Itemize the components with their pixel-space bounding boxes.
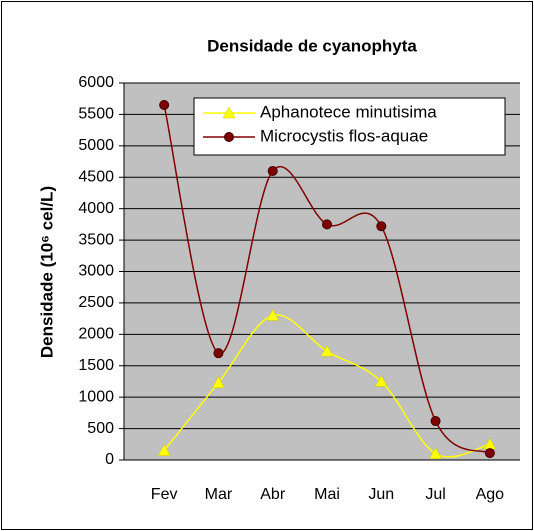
x-tick-label: Jun <box>368 486 394 503</box>
y-tick-label: 5500 <box>78 106 114 123</box>
data-point <box>322 219 332 230</box>
y-axis-label: Densidade (10⁶ cel/L) <box>37 186 56 358</box>
data-point <box>213 348 224 359</box>
x-tick-label: Ago <box>476 486 505 503</box>
x-tick-label: Jul <box>425 486 445 503</box>
y-tick-label: 3000 <box>78 263 114 280</box>
legend-marker <box>224 132 234 142</box>
y-tick-label: 0 <box>105 451 114 468</box>
legend-marker <box>222 106 236 119</box>
x-tick-label: Mai <box>314 486 340 503</box>
y-tick-label: 3500 <box>78 231 114 248</box>
x-tick-label: Mar <box>205 486 233 503</box>
x-tick-label: Abr <box>260 486 286 503</box>
y-tick-label: 2000 <box>78 326 114 343</box>
data-point <box>374 374 388 387</box>
y-tick-label: 4500 <box>78 168 114 185</box>
data-point <box>429 447 442 459</box>
data-point <box>320 344 334 357</box>
y-tick-label: 2500 <box>78 294 114 311</box>
data-point <box>267 165 278 176</box>
legend <box>193 97 506 156</box>
data-point <box>430 416 441 427</box>
data-point <box>484 448 495 459</box>
legend-label: Aphanotece minutisima <box>260 102 437 121</box>
y-tick-label: 6000 <box>78 74 114 91</box>
data-point <box>159 99 170 110</box>
chart-title: Densidade de cyanophyta <box>207 36 417 55</box>
legend-label: Microcystis flos-aquae <box>260 126 428 145</box>
y-tick-label: 500 <box>87 420 114 437</box>
y-tick-label: 1500 <box>78 357 114 374</box>
x-tick-label: Fev <box>151 486 178 503</box>
data-point <box>376 221 387 232</box>
data-point <box>266 308 280 321</box>
data-point <box>212 376 225 388</box>
series-line <box>163 104 491 454</box>
y-tick-label: 4000 <box>78 200 114 217</box>
lines <box>157 99 497 459</box>
data-point <box>157 444 171 456</box>
y-tick-label: 5000 <box>78 137 114 154</box>
y-tick-label: 1000 <box>78 388 114 405</box>
